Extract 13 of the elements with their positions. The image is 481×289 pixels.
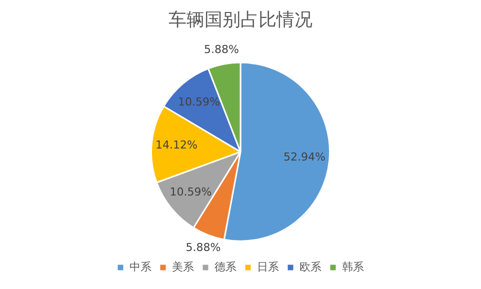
data-label: 14.12% [156,138,198,152]
chart-title: 车辆国别占比情况 [168,9,312,30]
legend-label: 德系 [214,260,236,274]
legend-label: 美系 [172,260,194,274]
data-label: 10.59% [178,96,220,109]
data-label: 5.88% [186,240,221,254]
data-label: 52.94% [284,150,326,164]
data-label: 10.59% [170,185,212,198]
data-label: 5.88% [204,43,240,56]
legend-label: 日系 [257,260,279,274]
legend-label: 中系 [130,260,152,274]
legend-label: 欧系 [300,260,322,274]
legend-label: 韩系 [342,260,364,274]
